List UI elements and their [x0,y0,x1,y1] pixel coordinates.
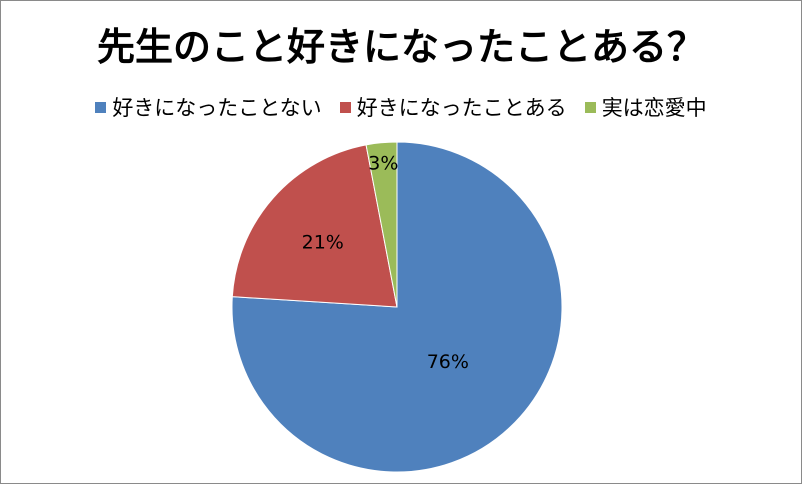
legend-swatch [339,101,351,113]
pie-slice [231,141,563,473]
chart-title: 先生のこと好きになったことある？ [96,25,705,69]
legend-label: 好きになったことある [356,96,567,120]
data-label: 21% [302,232,344,254]
legend-label: 実は恋愛中 [601,96,707,120]
data-label: 76% [427,351,469,373]
legend-swatch [95,101,107,113]
legend-label: 好きになったことない [112,96,322,120]
pie-slice [365,141,398,308]
data-label: 3% [368,152,398,174]
legend-item: 実は恋愛中 [584,92,707,122]
legend-swatch [584,101,596,113]
legend: 好きになったことない 好きになったことある 実は恋愛中 [0,92,802,122]
legend-item: 好きになったことある [339,92,567,122]
pie-slice [231,144,398,308]
legend-item: 好きになったことない [95,92,322,122]
